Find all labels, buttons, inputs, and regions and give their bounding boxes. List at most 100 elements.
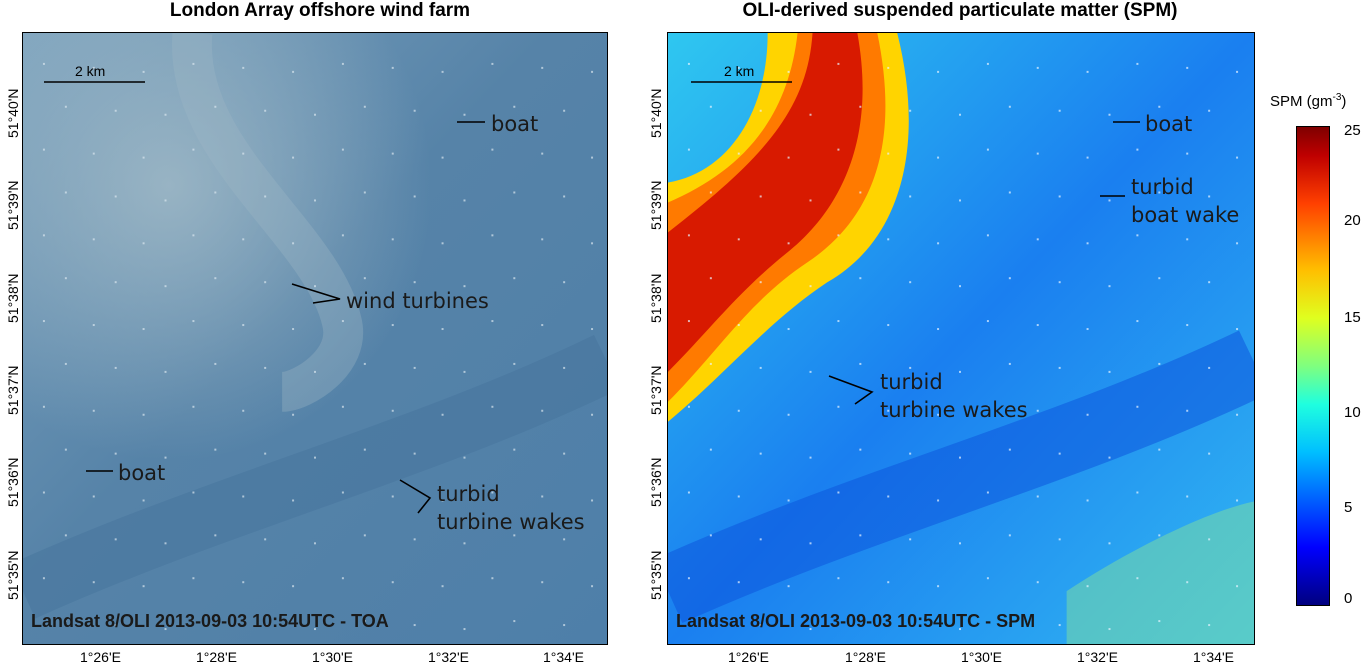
turbine-speckle xyxy=(242,66,245,69)
turbine-speckle xyxy=(92,152,95,155)
turbine-speckle xyxy=(959,113,961,116)
turbine-speckle xyxy=(441,242,444,245)
turbine-speckle xyxy=(1058,452,1061,455)
turbine-speckle xyxy=(687,320,690,323)
turbine-speckle xyxy=(837,491,840,494)
turbine-speckle xyxy=(563,109,566,112)
turbine-speckle xyxy=(142,156,145,159)
turbine-speckle xyxy=(1086,156,1089,159)
turbine-speckle xyxy=(787,70,790,73)
turbine-speckle xyxy=(737,66,740,69)
turbine-speckle xyxy=(192,62,195,65)
turbine-speckle xyxy=(986,491,989,494)
x-tick-1-30-left: 1°30'E xyxy=(312,649,353,663)
turbine-speckle xyxy=(986,62,989,65)
turbine-speckle xyxy=(591,499,594,502)
y-tick-51-37-right: 51°37'N xyxy=(648,365,664,415)
turbine-speckle xyxy=(959,456,961,459)
turbine-speckle xyxy=(787,585,790,588)
turbine-speckle xyxy=(341,577,344,580)
turbine-speckle xyxy=(413,624,416,627)
turbine-speckle xyxy=(92,66,95,69)
turbine-speckle xyxy=(809,456,812,459)
turbine-speckle xyxy=(1236,70,1239,73)
turbine-speckle xyxy=(292,70,295,73)
turbine-speckle xyxy=(591,328,594,331)
turbine-speckle xyxy=(809,285,812,288)
turbine-speckle xyxy=(909,195,912,198)
turbine-speckle xyxy=(242,152,245,155)
turbine-speckle xyxy=(1136,62,1139,65)
turbine-speckle xyxy=(413,109,416,112)
turbine-speckle xyxy=(42,148,45,151)
turbine-speckle xyxy=(292,499,295,502)
turbine-speckle xyxy=(1008,362,1011,365)
turbine-speckle xyxy=(937,70,940,73)
turbine-speckle xyxy=(1208,109,1211,112)
turbine-speckle xyxy=(759,281,762,284)
turbine-speckle xyxy=(859,534,862,537)
turbine-speckle xyxy=(192,491,195,494)
turbine-speckle xyxy=(1008,191,1011,194)
turbine-speckle xyxy=(959,542,961,545)
y-tick-51-38-right: 51°38'N xyxy=(648,273,664,323)
turbine-speckle xyxy=(42,405,45,408)
turbine-speckle xyxy=(363,448,366,451)
turbine-speckle xyxy=(164,542,167,545)
turbine-speckle xyxy=(709,534,712,537)
turbine-speckle xyxy=(959,285,961,288)
turbine-speckle xyxy=(142,413,145,416)
turbine-speckle xyxy=(463,113,466,116)
toa-image-panel: 2 km boat wind turbines boat turbid turb… xyxy=(22,32,608,645)
x-tick-1-26-left: 1°26'E xyxy=(80,649,121,663)
turbine-speckle xyxy=(114,538,117,541)
turbine-speckle xyxy=(1158,448,1161,451)
turbine-speckle xyxy=(491,577,494,580)
turbine-speckle xyxy=(809,199,812,202)
turbine-speckle xyxy=(737,238,740,241)
turbine-speckle xyxy=(887,324,890,327)
turbine-speckle xyxy=(1136,234,1139,237)
turbine-speckle xyxy=(264,366,267,369)
turbine-speckle xyxy=(937,413,940,416)
turbine-speckle xyxy=(709,448,712,451)
scale-bar-label: 2 km xyxy=(75,63,106,79)
turbine-speckle xyxy=(809,542,812,545)
turbine-speckle xyxy=(363,620,366,623)
turbine-speckle xyxy=(391,495,394,498)
turbine-speckle xyxy=(114,195,117,198)
turbine-speckle xyxy=(242,581,245,584)
turbine-speckle xyxy=(42,491,45,494)
turbine-speckle xyxy=(92,238,95,241)
turbine-speckle xyxy=(709,362,712,365)
turbine-speckle xyxy=(859,620,862,623)
turbine-speckle xyxy=(1008,620,1011,623)
turbine-wakes-label: turbine wakes xyxy=(437,510,585,534)
turbine-speckle xyxy=(1108,456,1111,459)
turbine-speckle xyxy=(859,191,862,194)
turbine-speckle xyxy=(837,148,840,151)
turbine-speckle xyxy=(837,405,840,408)
colorbar-tick-20: 20 xyxy=(1344,212,1361,229)
turbine-speckle xyxy=(491,62,494,65)
turbine-speckle xyxy=(292,585,295,588)
turbine-speckle xyxy=(1208,281,1211,284)
turbine-speckle xyxy=(709,620,712,623)
turbine-speckle xyxy=(709,277,712,280)
turbine-speckle xyxy=(214,362,217,365)
turbine-speckle xyxy=(759,366,762,369)
turbine-speckle xyxy=(64,105,67,108)
turbine-speckle xyxy=(1136,577,1139,580)
turbine-speckle xyxy=(92,581,95,584)
turbine-speckle xyxy=(264,538,267,541)
turbine-speckle xyxy=(413,195,416,198)
turbine-speckle xyxy=(513,448,516,451)
turbine-speckle xyxy=(1086,499,1089,502)
turbine-speckle xyxy=(114,366,117,369)
right-panel-title: OLI-derived suspended particulate matter… xyxy=(742,0,1178,21)
turbine-speckle xyxy=(959,199,961,202)
turbine-speckle xyxy=(887,238,890,241)
turbine-speckle xyxy=(1108,628,1111,631)
turbine-speckle xyxy=(1108,370,1111,373)
turbine-speckle xyxy=(1036,409,1039,412)
